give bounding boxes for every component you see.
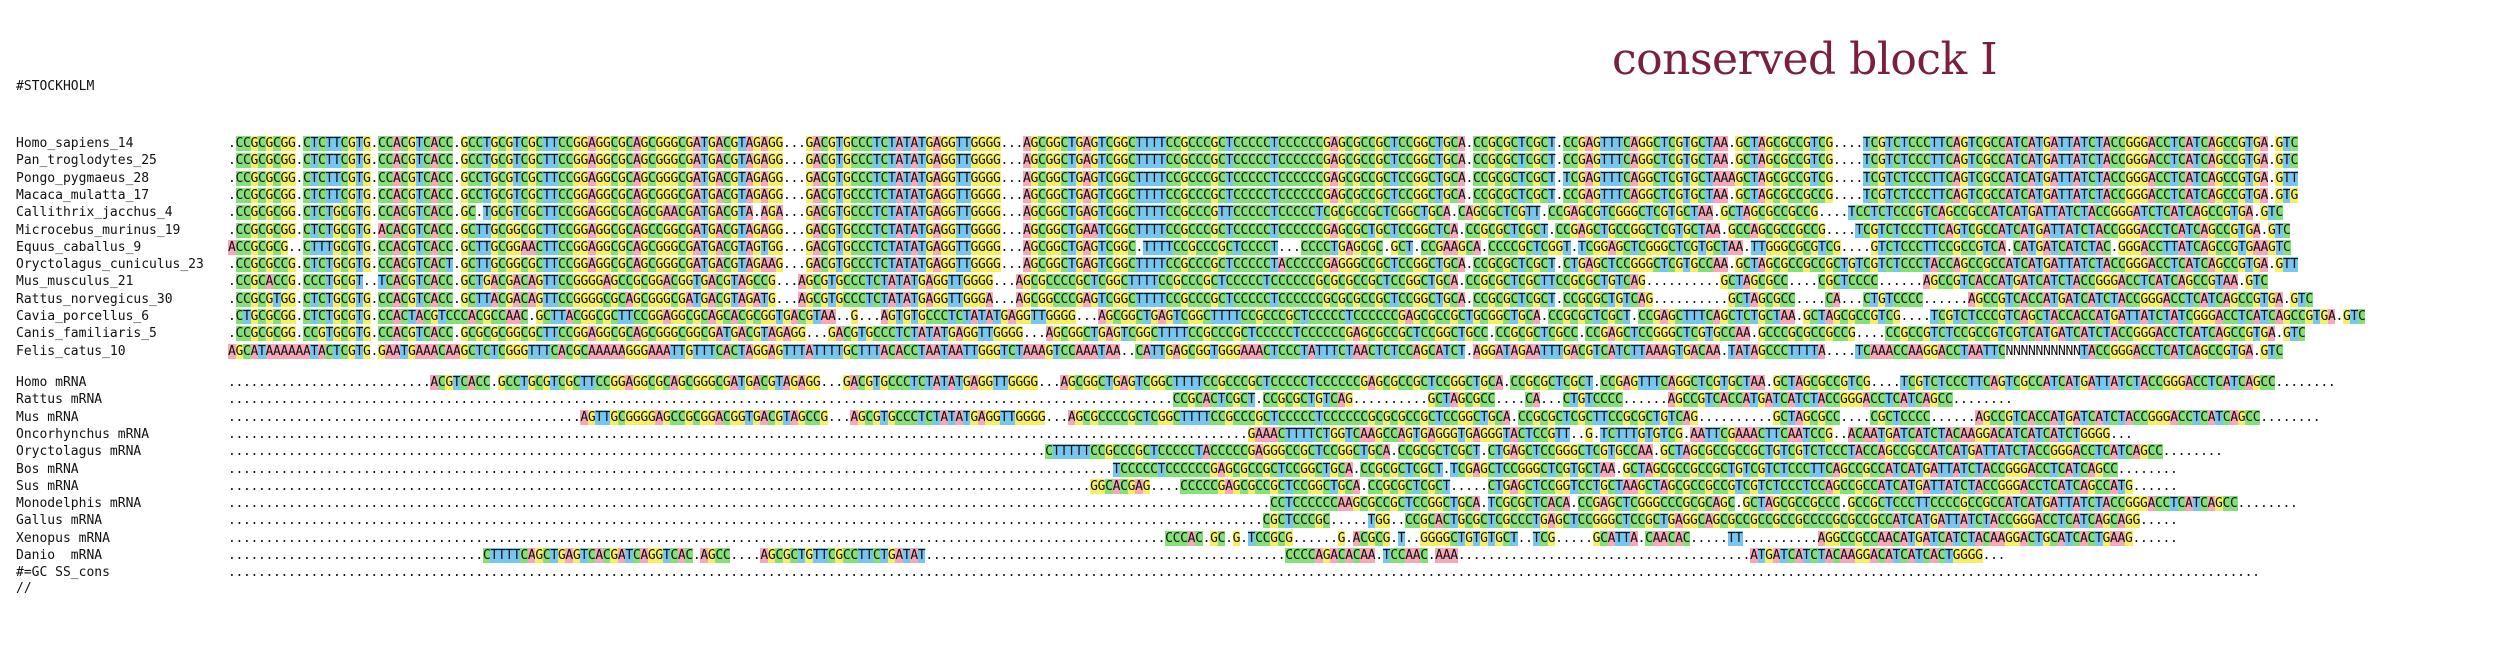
genomic-row: Callithrix_jacchus_4 .CCGCGCGG.CTCTGCGTG.…: [16, 204, 2283, 221]
sequence-name: Oncorhynchus mRNA: [16, 426, 150, 442]
genomic-row: Macaca_mulatta_17 .CCGCGCGG.CTCTTCGTG.CCA…: [16, 187, 2298, 204]
sequence-residues: ........................................…: [228, 461, 2178, 477]
sequence-name: Gallus mRNA: [16, 513, 103, 529]
sequence-residues: .CCGCGTGG.CTCTGCGTG.CCACGTCACC.GCTTACGAC…: [228, 291, 2313, 307]
genomic-row: Cavia_porcellus_6 .CTGCGCGG.CTCTGCGTG.CCA…: [16, 308, 2366, 325]
stockholm-header: #STOCKHOLM: [16, 79, 95, 94]
gc-row: #=GC SS_cons............................…: [16, 564, 2260, 581]
sequence-name: Pan_troglodytes_25: [16, 153, 157, 169]
mrna-row: Danio mRNA..............................…: [16, 547, 2005, 564]
sequence-name: Equus_caballus_9: [16, 239, 142, 255]
genomic-row: Pongo_pygmaeus_28 .CCGCGCGG.CTCTTCGTG.CCA…: [16, 170, 2298, 187]
sequence-residues: .CCGCGCGG.CTCTTCGTG.CCACGTCACC.GCCTGCGTC…: [228, 153, 2298, 169]
sequence-residues: .CCGCGCGG.CTCTTCGTG.CCACGTCACC.GCCTGCGTC…: [228, 187, 2298, 203]
mrna-row: Gallus mRNA.............................…: [16, 512, 2178, 529]
genomic-row: Felis_catus_10 AGCATAAAAAATACTCGTG.GAATGA…: [16, 343, 2283, 360]
genomic-row: Equus_caballus_9 ACCGCGCG..CTTTGCGTG.CCAC…: [16, 239, 2291, 256]
sequence-name: Homo mRNA: [16, 375, 87, 390]
sequence-name: Homo_sapiens_14: [16, 136, 134, 151]
sequence-residues: .CCGCGCGG.CCGTGCGTG.CCACGTCACC.GCGCGCGGC…: [228, 326, 2306, 342]
sequence-name: Pongo_pygmaeus_28: [16, 170, 150, 186]
sequence-name: Monodelphis mRNA: [16, 496, 142, 512]
genomic-row: Rattus_norvegicus_30 .CCGCGTGG.CTCTGCGTG.…: [16, 291, 2313, 308]
sequence-residues: .CCGCGCGG.CTCTTCGTG.CCACGTCACC.GCCTGCGTC…: [228, 136, 2298, 151]
sequence-residues: ACCGCGCG..CTTTGCGTG.CCACGTCACC.GCTTGCGGA…: [228, 239, 2291, 255]
genomic-row: Canis_familiaris_5 .CCGCGCGG.CCGTGCGTG.CC…: [16, 325, 2306, 342]
sequence-name: Canis_familiaris_5: [16, 326, 157, 342]
sequence-residues: ........................................…: [228, 444, 2223, 460]
mrna-row: Homo mRNA ...........................ACGT…: [16, 374, 2336, 391]
mrna-row: Oryctolagus mRNA........................…: [16, 443, 2223, 460]
sequence-name: #=GC SS_cons: [16, 565, 110, 581]
mrna-row: Monodelphis mRNA........................…: [16, 495, 2298, 512]
sequence-residues: ........................................…: [228, 478, 2178, 494]
sequence-name: Danio mRNA: [16, 548, 103, 563]
mrna-row: Sus mRNA................................…: [16, 478, 2178, 495]
sequence-residues: .CCGCGCGG.CTCTTCGTG.CCACGTCACC.GCCTGCGTC…: [228, 170, 2298, 186]
figure-title: conserved block I: [1612, 34, 1998, 85]
sequence-residues: .CCGCGCGG.CTCTGCGTG.ACACGTCACC.GCTTGCGGC…: [228, 222, 2291, 238]
sequence-residues: .CTGCGCGG.CTCTGCGTG.CCACTACGTCCCACGCCAAC…: [228, 309, 2366, 324]
genomic-row: Mus_musculus_21 .CCGCACCG.CCCTGCGT..TCACG…: [16, 273, 2268, 290]
sequence-residues: ........................................…: [228, 565, 2260, 581]
sequence-residues: ..................................CTTTTC…: [228, 548, 2006, 563]
sequence-name: Callithrix_jacchus_4: [16, 205, 173, 221]
mrna-row: Oncorhynchus mRNA.......................…: [16, 426, 2133, 443]
sequence-name: Felis_catus_10: [16, 343, 126, 359]
sequence-residues: ...........................ACGTCACC.GCCT…: [228, 375, 2336, 390]
sequence-residues: AGCATAAAAAATACTCGTG.GAATGAAACAAGCTCTCGGG…: [228, 343, 2283, 359]
sequence-residues: .CCGCGCCG.CTCTGCGTG.CCACGTCACT.GCTTGCGGC…: [228, 257, 2298, 273]
sequence-name: Mus mRNA: [16, 409, 79, 425]
sequence-name: Microcebus_murinus_19: [16, 222, 181, 238]
genomic-row: Homo_sapiens_14 .CCGCGCGG.CTCTTCGTG.CCACG…: [16, 135, 2298, 152]
sequence-name: Oryctolagus mRNA: [16, 444, 142, 460]
sequence-name: Cavia_porcellus_6: [16, 309, 150, 324]
sequence-residues: ........................................…: [228, 513, 2178, 529]
mrna-row: Mus mRNA................................…: [16, 409, 2321, 426]
sequence-residues: ........................................…: [228, 392, 2013, 408]
sequence-name: Rattus_norvegicus_30: [16, 291, 173, 307]
mrna-row: Xenopus mRNA............................…: [16, 530, 2178, 547]
sequence-residues: ........................................…: [228, 426, 2133, 442]
mrna-row: Rattus mRNA.............................…: [16, 391, 2013, 408]
sequence-residues: ........................................…: [228, 496, 2298, 512]
genomic-row: Oryctolagus_cuniculus_23 .CCGCGCCG.CTCTGC…: [16, 256, 2298, 273]
sequence-name: Xenopus mRNA: [16, 530, 110, 546]
sequence-name: Oryctolagus_cuniculus_23: [16, 257, 204, 273]
sequence-name: Mus_musculus_21: [16, 274, 134, 290]
sequence-residues: .CCGCGCGG.CTCTGCGTG.CCACGTCACC.GC.TGCGTC…: [228, 205, 2283, 221]
genomic-row: Microcebus_murinus_19 .CCGCGCGG.CTCTGCGTG…: [16, 222, 2291, 239]
alignment-terminator: //: [16, 581, 32, 597]
sequence-name: Bos mRNA: [16, 461, 79, 477]
sequence-residues: ........................................…: [228, 409, 2321, 425]
genomic-row: Pan_troglodytes_25 .CCGCGCGG.CTCTTCGTG.CC…: [16, 152, 2298, 169]
sequence-residues: .CCGCACCG.CCCTGCGT..TCACGTCACC.GCTGACGAC…: [228, 274, 2268, 290]
sequence-name: Sus mRNA: [16, 478, 79, 494]
mrna-row: Bos mRNA................................…: [16, 461, 2178, 478]
sequence-name: Macaca_mulatta_17: [16, 187, 150, 203]
sequence-name: Rattus mRNA: [16, 392, 103, 408]
sequence-residues: ........................................…: [228, 530, 2178, 546]
